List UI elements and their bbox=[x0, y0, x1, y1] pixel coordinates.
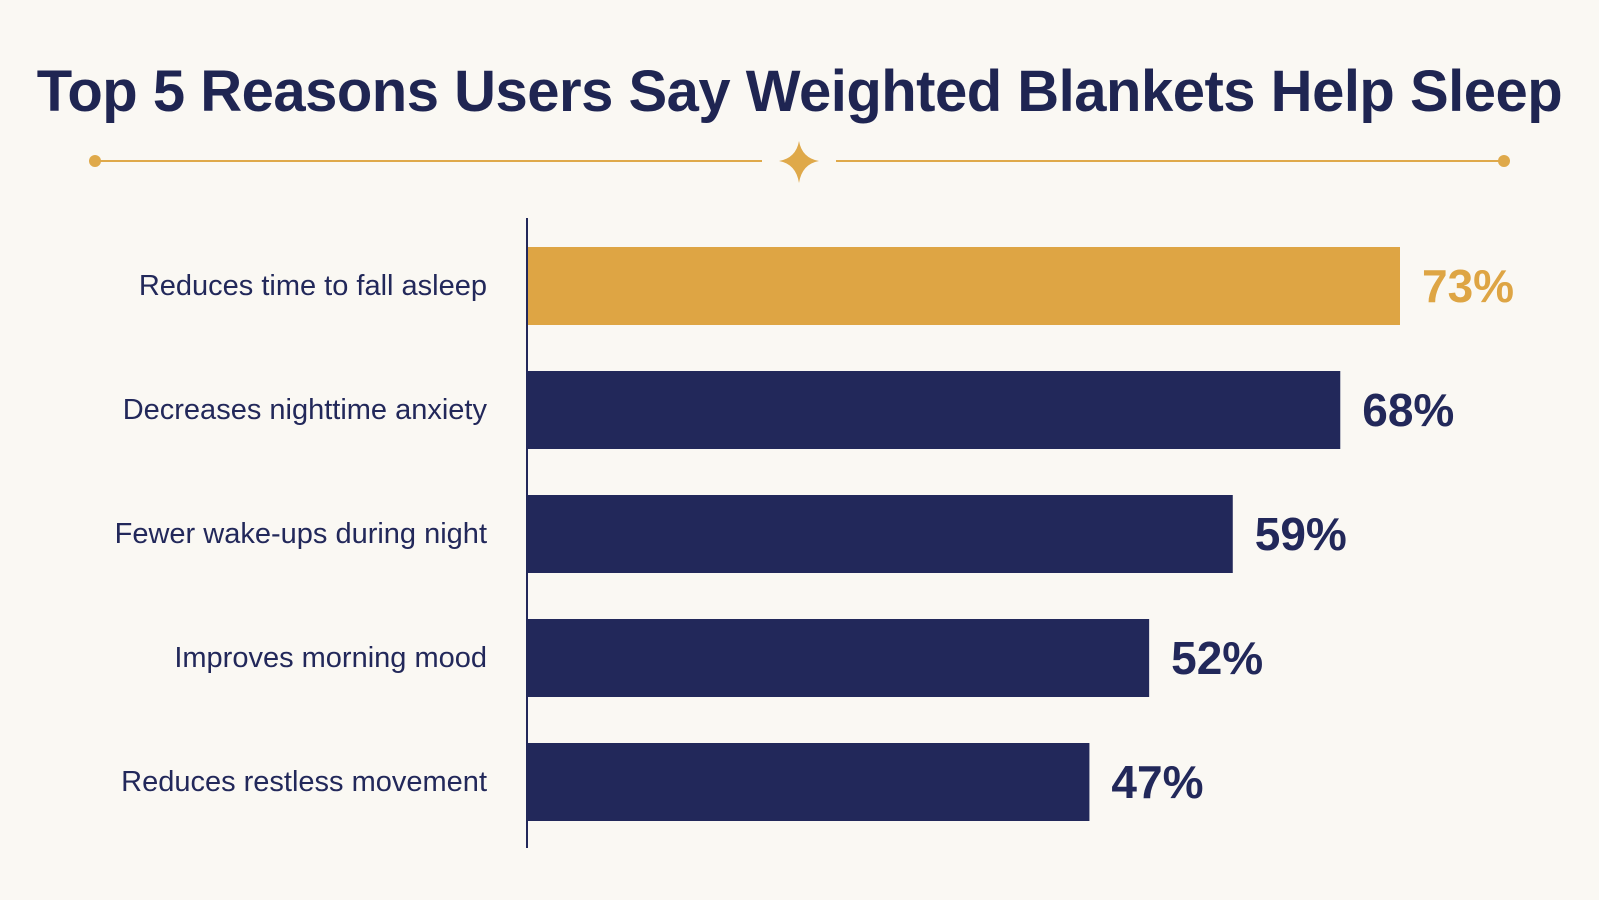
category-label: Improves morning mood bbox=[174, 642, 487, 674]
chart-title: Top 5 Reasons Users Say Weighted Blanket… bbox=[36, 59, 1563, 124]
category-label: Decreases nighttime anxiety bbox=[123, 394, 488, 426]
divider-dot-left bbox=[89, 155, 101, 167]
category-label: Reduces restless movement bbox=[121, 766, 487, 798]
title-divider bbox=[89, 141, 1510, 183]
bar-5 bbox=[528, 743, 1090, 821]
bar-1 bbox=[528, 247, 1400, 325]
value-label: 52% bbox=[1171, 632, 1263, 684]
category-label: Reduces time to fall asleep bbox=[139, 270, 487, 302]
divider-dot-right bbox=[1498, 155, 1510, 167]
bar-4 bbox=[528, 619, 1150, 697]
value-label: 59% bbox=[1255, 508, 1347, 560]
category-label: Fewer wake-ups during night bbox=[115, 518, 487, 550]
star-icon bbox=[779, 141, 819, 183]
value-label: 68% bbox=[1362, 384, 1454, 436]
bar-3 bbox=[528, 495, 1233, 573]
bar-2 bbox=[528, 371, 1341, 449]
value-label: 47% bbox=[1111, 756, 1203, 808]
value-label: 73% bbox=[1422, 260, 1514, 312]
bars-group: Reduces time to fall asleep 73% Decreases … bbox=[115, 247, 1514, 821]
